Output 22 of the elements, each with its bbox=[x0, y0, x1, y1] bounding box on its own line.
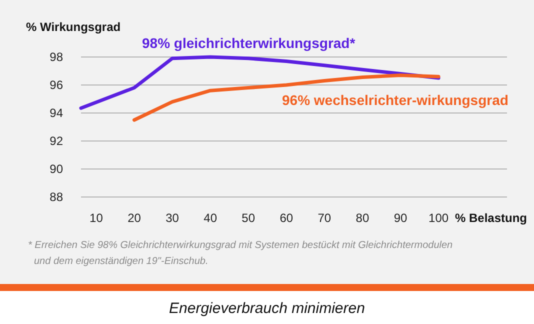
y-tick-label: 88 bbox=[50, 190, 64, 204]
x-tick-label: 50 bbox=[242, 211, 256, 225]
x-tick-label: 60 bbox=[280, 211, 294, 225]
x-tick-label: 40 bbox=[204, 211, 218, 225]
y-axis-title: % Wirkungsgrad bbox=[26, 20, 121, 34]
x-tick-label: 10 bbox=[90, 211, 104, 225]
y-tick-label: 96 bbox=[50, 78, 64, 92]
series-label: 96% wechselrichter-wirkungsgrad bbox=[282, 92, 508, 108]
x-tick-label: 90 bbox=[394, 211, 408, 225]
x-tick-label: 20 bbox=[128, 211, 142, 225]
x-tick-label: 100 bbox=[428, 211, 449, 225]
x-tick-label: 80 bbox=[356, 211, 370, 225]
y-tick-label: 94 bbox=[50, 106, 64, 120]
x-tick-label: 30 bbox=[166, 211, 180, 225]
y-tick-label: 92 bbox=[50, 134, 64, 148]
text: Energieverbrauch minimieren bbox=[169, 300, 365, 317]
text: * Erreichen Sie 98% Gleichrichterwirkungsgrad mit Systemen bestückt mit Gleichrichtermodulen und dem eigenständigen 19"-Einschub. bbox=[28, 240, 454, 267]
x-axis-title: % Belastung bbox=[454, 211, 527, 225]
x-tick-label: 70 bbox=[318, 211, 332, 225]
y-tick-label: 98 bbox=[50, 50, 64, 64]
series-label: 98% gleichrichterwirkungsgrad* bbox=[142, 35, 356, 51]
y-tick-label: 90 bbox=[50, 162, 64, 176]
